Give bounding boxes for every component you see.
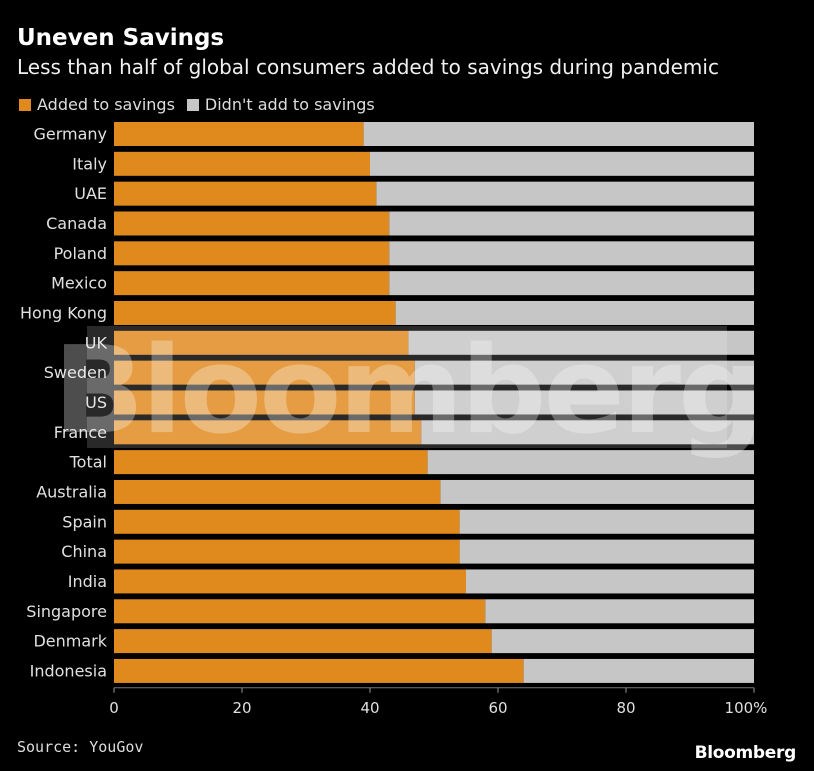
chart-subtitle: Less than half of global consumers added… [17, 55, 719, 79]
bar-added [114, 300, 396, 325]
category-label: UAE [74, 184, 107, 203]
category-label: Sweden [44, 363, 107, 382]
bar-not-added [389, 211, 754, 236]
x-tick-label: 40 [360, 699, 379, 717]
bar-added [114, 390, 415, 415]
x-tick-label: 80 [616, 699, 635, 717]
category-label: Australia [36, 482, 107, 501]
bar-not-added [459, 539, 754, 564]
bar-not-added [440, 479, 754, 504]
category-label: Denmark [33, 632, 107, 651]
bar-not-added [466, 569, 754, 594]
bar-added [114, 629, 492, 654]
legend-label-added: Added to savings [37, 95, 175, 114]
source-note: Source: YouGov [17, 738, 144, 756]
category-label: France [54, 423, 107, 442]
category-label: China [61, 542, 107, 561]
bar-added [114, 450, 428, 475]
bar-not-added [389, 271, 754, 296]
legend-swatch-not-added [186, 98, 199, 111]
category-label: Italy [72, 154, 107, 173]
bar-not-added [459, 509, 754, 534]
bar-added [114, 122, 364, 146]
bar-not-added [485, 599, 754, 624]
category-label: Hong Kong [20, 303, 107, 322]
category-label: Total [69, 453, 107, 472]
watermark-backdrop [87, 326, 727, 448]
category-label: Poland [54, 244, 107, 263]
category-label: Canada [46, 214, 107, 233]
category-label: US [85, 393, 107, 412]
category-label: Spain [62, 512, 107, 531]
category-label: Singapore [26, 602, 107, 621]
bar-not-added [414, 360, 754, 385]
bar-added [114, 151, 370, 176]
bar-added [114, 509, 460, 534]
bar-not-added [523, 658, 754, 683]
x-tick-label: 20 [232, 699, 251, 717]
bar-not-added [427, 450, 754, 475]
x-tick-label: 100% [725, 699, 768, 717]
bar-not-added [421, 420, 754, 445]
bar-added [114, 271, 390, 296]
bar-not-added [363, 122, 754, 146]
bar-added [114, 181, 377, 206]
category-label: UK [85, 333, 108, 352]
brand-logo: Bloomberg [694, 743, 797, 763]
legend-label-not-added: Didn't add to savings [204, 95, 375, 114]
bar-not-added [408, 330, 754, 355]
category-label: Germany [33, 125, 107, 144]
bar-added [114, 569, 466, 594]
bar-not-added [370, 151, 754, 176]
bar-not-added [376, 181, 754, 206]
chart-title: Uneven Savings [17, 25, 225, 51]
legend-swatch-added [19, 98, 31, 111]
bar-added [114, 479, 441, 504]
x-tick-label: 60 [488, 699, 507, 717]
bar-added [114, 211, 390, 236]
bar-added [114, 420, 422, 445]
bar-not-added [414, 390, 754, 415]
bar-added [114, 241, 390, 266]
category-label: India [68, 572, 107, 591]
bar-added [114, 330, 409, 355]
bar-not-added [491, 629, 754, 654]
legend: Added to savings Didn't add to savings [19, 95, 387, 114]
category-label: Mexico [51, 274, 107, 293]
watermark-logo: Bloomberg [53, 322, 761, 461]
bar-added [114, 360, 415, 385]
bar-not-added [389, 241, 754, 266]
bar-added [114, 658, 524, 683]
bar-added [114, 539, 460, 564]
bar-not-added [395, 300, 754, 325]
category-label: Indonesia [30, 661, 107, 680]
bar-added [114, 599, 486, 624]
x-tick-label: 0 [109, 699, 119, 717]
